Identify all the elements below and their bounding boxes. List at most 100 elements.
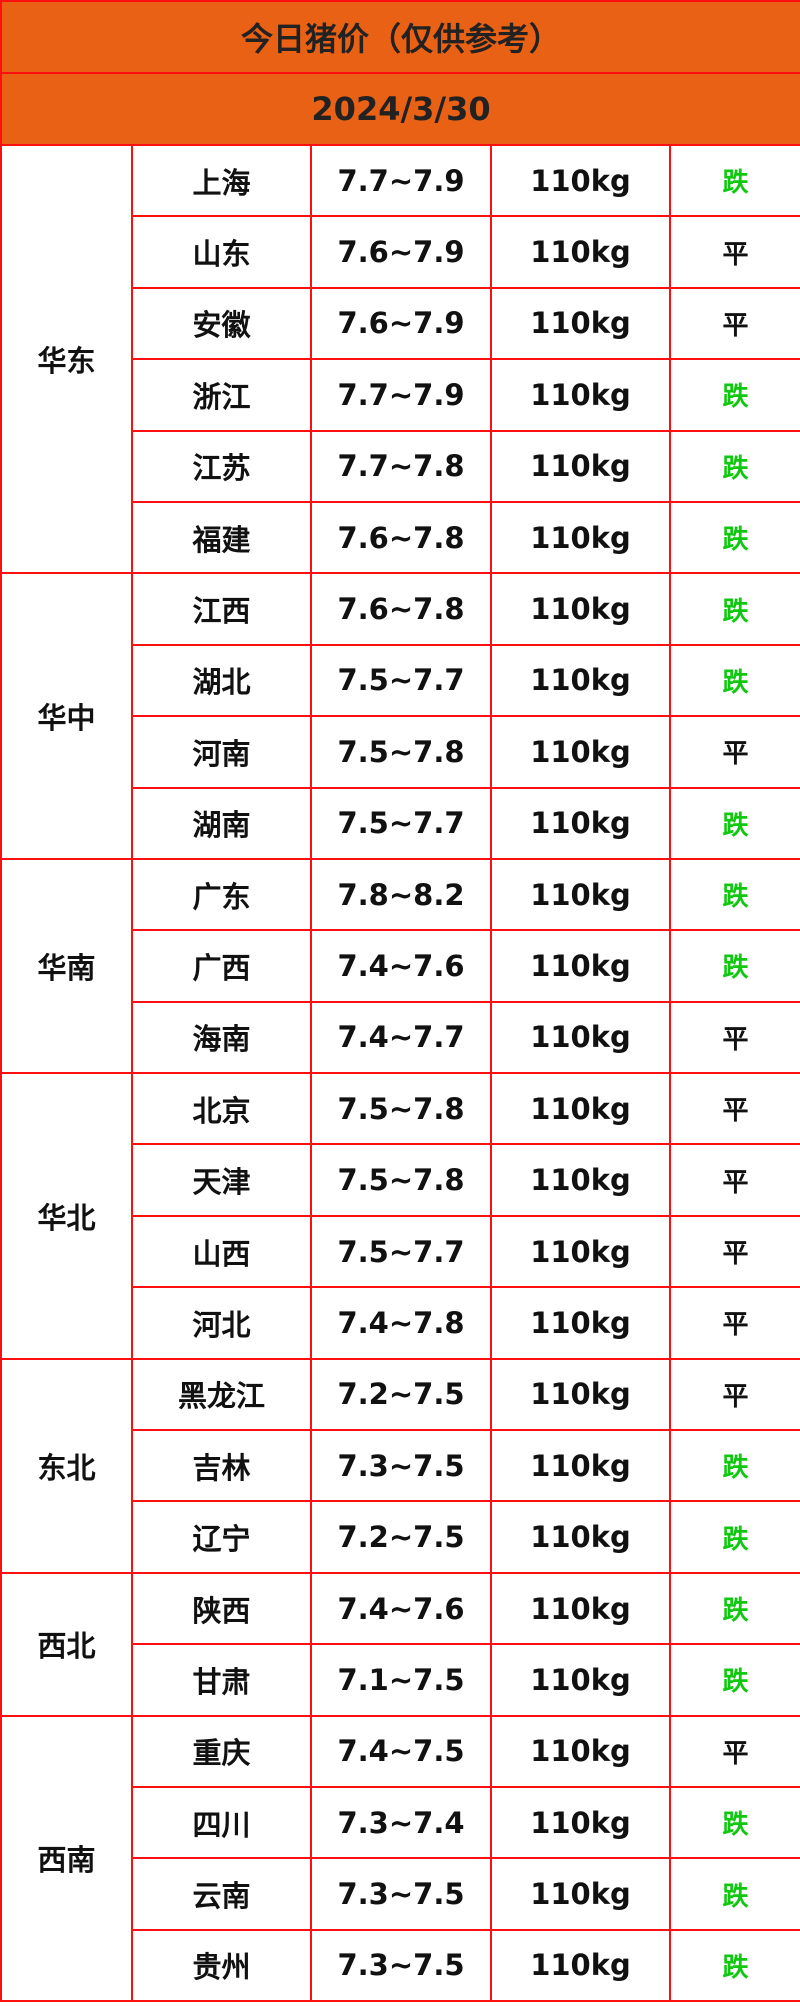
weight-cell: 110kg (490, 1357, 671, 1432)
trend-cell: 平 (668, 1072, 800, 1146)
trend-cell: 平 (668, 1357, 800, 1432)
table-row: 辽宁 7.2~7.5 110kg 跌 (1, 1500, 800, 1574)
province-cell: 吉林 (131, 1429, 312, 1503)
province-cell: 福建 (131, 500, 312, 575)
province-cell: 辽宁 (131, 1500, 312, 1574)
table-row: 浙江 7.7~7.9 110kg 跌 (1, 358, 800, 432)
trend-cell: 跌 (668, 1429, 800, 1503)
price-cell: 7.3~7.5 (310, 1928, 492, 2003)
region-cell: 华北 (0, 1072, 133, 1360)
price-cell: 7.4~7.6 (310, 929, 492, 1003)
trend-cell: 跌 (668, 929, 800, 1003)
price-cell: 7.4~7.7 (310, 1000, 492, 1075)
price-cell: 7.6~7.9 (310, 286, 492, 361)
price-cell: 7.3~7.5 (310, 1429, 492, 1503)
trend-cell: 跌 (668, 643, 800, 718)
table-row: 山西 7.5~7.7 110kg 平 (1, 1214, 800, 1289)
province-cell: 河北 (131, 1286, 312, 1360)
trend-cell: 跌 (668, 143, 800, 218)
weight-cell: 110kg (490, 1571, 671, 1646)
trend-cell: 平 (668, 1714, 800, 1788)
weight-cell: 110kg (490, 500, 671, 575)
trend-cell: 平 (668, 1143, 800, 1217)
trend-cell: 跌 (668, 358, 800, 432)
price-cell: 7.8~8.2 (310, 857, 492, 932)
trend-cell: 跌 (668, 1857, 800, 1931)
price-cell: 7.2~7.5 (310, 1357, 492, 1432)
weight-cell: 110kg (490, 358, 671, 432)
province-cell: 贵州 (131, 1928, 312, 2003)
province-cell: 陕西 (131, 1571, 312, 1646)
weight-cell: 110kg (490, 786, 671, 860)
province-cell: 江苏 (131, 429, 312, 503)
weight-cell: 110kg (490, 715, 671, 789)
region-cell: 华南 (0, 857, 133, 1075)
weight-cell: 110kg (490, 857, 671, 932)
price-cell: 7.7~7.9 (310, 358, 492, 432)
weight-cell: 110kg (490, 429, 671, 503)
weight-cell: 110kg (490, 929, 671, 1003)
table-row: 东北 黑龙江 7.2~7.5 110kg 平 (0, 1357, 800, 1574)
trend-cell: 跌 (668, 1643, 800, 1717)
province-cell: 广东 (131, 857, 312, 932)
trend-cell: 跌 (668, 1571, 800, 1646)
price-cell: 7.4~7.6 (310, 1571, 492, 1646)
trend-cell: 跌 (668, 429, 800, 503)
price-cell: 7.5~7.8 (310, 1072, 492, 1146)
table-row: 安徽 7.6~7.9 110kg 平 (1, 286, 800, 361)
province-cell: 北京 (131, 1072, 312, 1146)
weight-cell: 110kg (490, 1143, 671, 1217)
province-cell: 广西 (131, 929, 312, 1003)
table-row: 江苏 7.7~7.8 110kg 跌 (1, 429, 800, 503)
price-cell: 7.5~7.7 (310, 1214, 492, 1289)
price-cell: 7.6~7.8 (310, 572, 492, 646)
trend-cell: 跌 (668, 857, 800, 932)
table-row: 华东 上海 7.7~7.9 110kg 跌 (0, 143, 800, 575)
table-row: 吉林 7.3~7.5 110kg 跌 (1, 1429, 800, 1503)
province-cell: 江西 (131, 572, 312, 646)
trend-cell: 跌 (668, 500, 800, 575)
weight-cell: 110kg (490, 286, 671, 361)
trend-cell: 平 (668, 286, 800, 361)
price-cell: 7.6~7.8 (310, 500, 492, 575)
trend-cell: 跌 (668, 786, 800, 860)
weight-cell: 110kg (490, 1500, 671, 1574)
province-cell: 湖南 (131, 786, 312, 860)
price-cell: 7.7~7.8 (310, 429, 492, 503)
trend-cell: 跌 (668, 1928, 800, 2003)
weight-cell: 110kg (490, 643, 671, 718)
table-row: 湖南 7.5~7.7 110kg 跌 (1, 786, 800, 860)
trend-cell: 平 (668, 1214, 800, 1289)
table-row: 山东 7.6~7.9 110kg 平 (1, 215, 800, 289)
weight-cell: 110kg (490, 572, 671, 646)
price-cell: 7.5~7.8 (310, 1143, 492, 1217)
region-cell: 华中 (0, 572, 133, 860)
province-cell: 河南 (131, 715, 312, 789)
province-cell: 天津 (131, 1143, 312, 1217)
table-row: 云南 7.3~7.5 110kg 跌 (1, 1857, 800, 1931)
price-cell: 7.4~7.8 (310, 1286, 492, 1360)
price-cell: 7.1~7.5 (310, 1643, 492, 1717)
weight-cell: 110kg (490, 1857, 671, 1931)
weight-cell: 110kg (490, 215, 671, 289)
table-row: 华中 江西 7.6~7.8 110kg 跌 (0, 572, 800, 860)
region-cell: 东北 (0, 1357, 133, 1574)
weight-cell: 110kg (490, 1072, 671, 1146)
region-cell: 西北 (0, 1571, 133, 1717)
weight-cell: 110kg (490, 143, 671, 218)
table-row: 贵州 7.3~7.5 110kg 跌 (1, 1928, 800, 2003)
price-cell: 7.5~7.7 (310, 643, 492, 718)
table-row: 四川 7.3~7.4 110kg 跌 (1, 1785, 800, 1860)
table-row: 华南 广东 7.8~8.2 110kg 跌 (0, 857, 800, 1075)
table-row: 福建 7.6~7.8 110kg 跌 (1, 500, 800, 575)
province-cell: 湖北 (131, 643, 312, 718)
price-cell: 7.2~7.5 (310, 1500, 492, 1574)
trend-cell: 平 (668, 215, 800, 289)
table-row: 海南 7.4~7.7 110kg 平 (1, 1000, 800, 1075)
weight-cell: 110kg (490, 1286, 671, 1360)
table-row: 湖北 7.5~7.7 110kg 跌 (1, 643, 800, 718)
province-cell: 浙江 (131, 358, 312, 432)
trend-cell: 跌 (668, 1785, 800, 1860)
weight-cell: 110kg (490, 1000, 671, 1075)
region-cell: 西南 (0, 1714, 133, 2003)
